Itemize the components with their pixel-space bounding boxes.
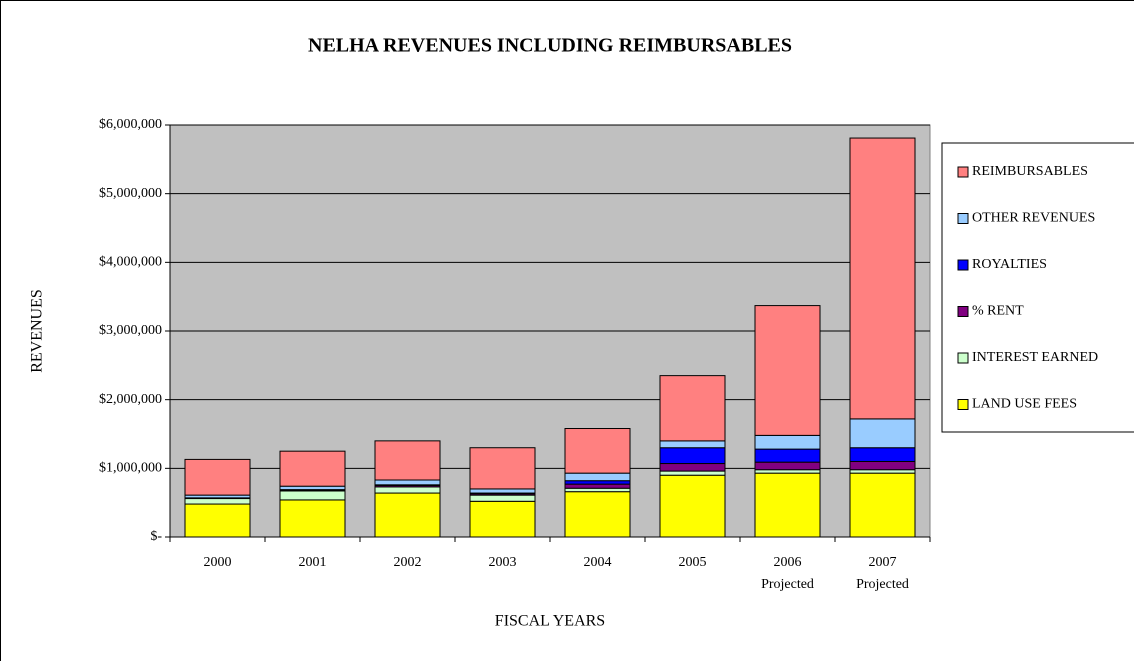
y-tick-label: $3,000,000 — [99, 323, 162, 338]
bar-segment — [754, 469, 821, 474]
bar-segment — [659, 375, 726, 442]
y-tick-label: $6,000,000 — [99, 117, 162, 132]
y-tick-label: $- — [150, 529, 162, 544]
bar-segment — [184, 503, 251, 538]
x-tick-label: 2007 Projected — [856, 555, 909, 592]
bar-segment — [564, 428, 631, 474]
bar-segment — [849, 472, 916, 538]
bar-segment — [279, 450, 346, 487]
y-tick-label: $4,000,000 — [99, 255, 162, 270]
bar-segment — [279, 485, 346, 491]
legend-label: INTEREST EARNED — [972, 350, 1098, 365]
x-axis-title: FISCAL YEARS — [495, 613, 605, 630]
bar-segment — [184, 498, 251, 505]
bar-segment — [754, 448, 821, 463]
bar-segment — [849, 418, 916, 449]
x-tick-label: 2005 — [679, 555, 707, 570]
legend-swatch — [957, 352, 969, 364]
legend-swatch — [957, 259, 969, 271]
bar-segment — [659, 440, 726, 449]
bar-segment — [469, 488, 536, 494]
bar-segment — [374, 479, 441, 486]
bar-segment — [564, 472, 631, 482]
bar-segment — [659, 463, 726, 472]
bar-segment — [754, 472, 821, 538]
x-tick-label: 2001 — [299, 555, 327, 570]
bar-segment — [754, 461, 821, 471]
legend-label: REIMBURSABLES — [972, 164, 1088, 179]
bar-segment — [469, 500, 536, 538]
bar-segment — [754, 434, 821, 450]
bar-segment — [564, 480, 631, 485]
x-tick-label: 2002 — [394, 555, 422, 570]
bar-segment — [849, 137, 916, 420]
legend-swatch — [957, 166, 969, 178]
bar-segment — [469, 447, 536, 490]
legend-box — [941, 142, 1134, 433]
bar-segment — [564, 487, 631, 493]
bar-segment — [659, 474, 726, 538]
bar-segment — [374, 486, 441, 494]
bar-segment — [279, 490, 346, 501]
legend-label: ROYALTIES — [972, 257, 1047, 272]
bar-segment — [849, 469, 916, 474]
x-tick-label: 2006 Projected — [761, 555, 814, 592]
y-tick-label: $2,000,000 — [99, 392, 162, 407]
legend-swatch — [957, 399, 969, 410]
legend-label: LAND USE FEES — [972, 397, 1077, 412]
bar-segment — [279, 499, 346, 538]
legend-label: % RENT — [972, 304, 1024, 319]
chart-title: NELHA REVENUES INCLUDING REIMBURSABLES — [308, 35, 792, 57]
bar-segment — [564, 491, 631, 538]
x-tick-label: 2000 — [204, 555, 232, 570]
legend-label: OTHER REVENUES — [972, 211, 1095, 226]
bar-segment — [374, 492, 441, 538]
y-tick-label: $1,000,000 — [99, 461, 162, 476]
bar-segment — [754, 305, 821, 436]
bar-segment — [564, 483, 631, 489]
y-tick-label: $5,000,000 — [99, 186, 162, 201]
bar-segment — [659, 470, 726, 476]
x-tick-label: 2004 — [584, 555, 612, 570]
bar-segment — [849, 447, 916, 462]
legend-swatch — [957, 306, 969, 317]
bar-segment — [469, 494, 536, 502]
y-axis-title: REVENUES — [29, 289, 46, 373]
x-tick-label: 2003 — [489, 555, 517, 570]
bar-segment — [659, 447, 726, 465]
bar-segment — [184, 458, 251, 496]
bar-segment — [374, 440, 441, 481]
legend-swatch — [957, 213, 969, 224]
bar-segment — [849, 460, 916, 471]
